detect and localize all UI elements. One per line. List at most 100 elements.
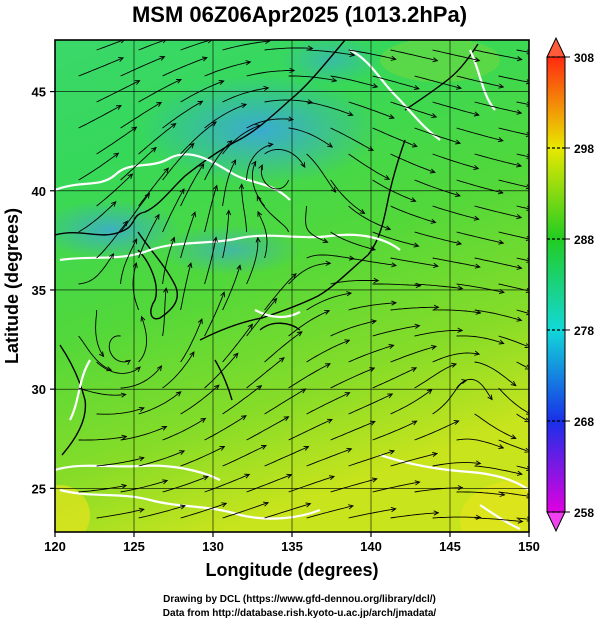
streamline (180, 40, 210, 51)
streamline-arrowhead (371, 477, 378, 483)
streamline (348, 49, 396, 60)
colorbar: 258 268 278 288 298 308 (546, 36, 594, 533)
streamline (432, 49, 480, 62)
streamline (120, 102, 162, 129)
streamline-arrowhead (170, 236, 176, 243)
streamline-arrowhead (212, 236, 218, 243)
streamline-arrowhead (413, 242, 420, 248)
streamline-arrowhead (300, 162, 306, 169)
streamline-arrowhead (176, 78, 182, 84)
x-tick-label: 145 (439, 539, 461, 554)
streamline-arrowhead (475, 309, 482, 315)
streamline (132, 262, 140, 311)
streamline (474, 413, 516, 439)
streamline-arrowhead (163, 167, 169, 174)
streamline-arrowhead (499, 491, 506, 497)
streamline (330, 179, 365, 214)
streamline (456, 283, 504, 293)
streamline (348, 450, 395, 467)
streamline-arrowhead (389, 449, 396, 455)
streamline (306, 101, 353, 116)
streamline-arrowhead (487, 394, 493, 401)
streamline-arrowhead (121, 483, 128, 489)
streamline (162, 418, 206, 441)
streamline-arrowhead (498, 239, 505, 245)
streamline (432, 101, 479, 116)
streamline-arrowhead (251, 160, 257, 167)
streamline-arrowhead (387, 393, 394, 399)
streamline (260, 164, 290, 190)
streamline-arrowhead (244, 473, 251, 479)
map-title: MSM 06Z06Apr2025 (1013.2hPa) (131, 2, 468, 27)
streamline-arrowhead (288, 116, 295, 122)
streamline (306, 505, 354, 519)
streamline (222, 385, 262, 415)
streamline-arrowhead (344, 339, 351, 345)
streamline (288, 475, 335, 493)
streamline-arrowhead (226, 140, 233, 146)
streamline (516, 257, 529, 262)
streamline-arrowhead (414, 480, 421, 486)
streamline (138, 214, 160, 259)
streamline-arrowhead (188, 142, 195, 149)
streamline (474, 361, 517, 386)
streamline (95, 310, 104, 357)
streamline (222, 324, 253, 363)
streamline (120, 480, 168, 493)
credit-data: Data from http://database.rish.kyoto-u.a… (162, 608, 437, 619)
streamline (330, 127, 374, 151)
streamline-arrowhead (240, 415, 247, 421)
streamline-arrowhead (473, 111, 480, 117)
streamline (78, 253, 114, 285)
streamline-arrowhead (191, 211, 197, 218)
streamline (414, 75, 462, 89)
streamline-arrowhead (451, 362, 458, 368)
streamline-arrowhead (322, 238, 329, 244)
streamline (288, 127, 333, 148)
colorbar-tick-label: 308 (574, 51, 594, 65)
streamline (414, 179, 461, 197)
streamline-arrowhead (410, 197, 417, 203)
streamline-arrowhead (373, 277, 380, 284)
streamline (516, 361, 528, 368)
streamline-arrowhead (516, 162, 523, 168)
streamline (498, 179, 528, 188)
streamline (432, 309, 481, 314)
streamline-arrowhead (473, 215, 480, 221)
streamline (390, 153, 436, 173)
streamline (330, 367, 375, 389)
streamline-arrowhead (348, 504, 354, 510)
isotherm-contours (55, 49, 529, 530)
streamline (264, 273, 297, 311)
streamline-arrowhead (162, 40, 167, 44)
streamline (204, 61, 251, 77)
streamline (348, 393, 393, 415)
streamline (204, 140, 233, 181)
streamline-arrowhead (328, 475, 335, 481)
streamline (246, 143, 273, 181)
streamline (162, 143, 195, 181)
streamline (305, 205, 328, 243)
streamline (498, 231, 528, 240)
streamline (474, 257, 522, 269)
streamline (330, 478, 377, 493)
streamline-arrowhead (524, 447, 529, 453)
streamline (246, 298, 277, 337)
streamline (180, 446, 225, 467)
streamline (348, 508, 396, 519)
streamline (222, 124, 261, 155)
streamline-arrowhead (221, 502, 228, 508)
streamline (264, 446, 309, 467)
streamline (180, 212, 196, 259)
streamline-arrowhead (162, 479, 169, 485)
streamline (414, 329, 463, 337)
streamline (180, 318, 203, 363)
streamline-arrowhead (456, 240, 463, 246)
streamline (456, 438, 504, 449)
streamline-arrowhead (144, 192, 151, 199)
streamline (306, 392, 350, 415)
credit-drawing: Drawing by DCL (https://www.gfd-dennou.o… (163, 594, 436, 605)
streamline-arrowhead (170, 122, 177, 129)
streamline (180, 163, 205, 207)
streamline (180, 262, 192, 311)
